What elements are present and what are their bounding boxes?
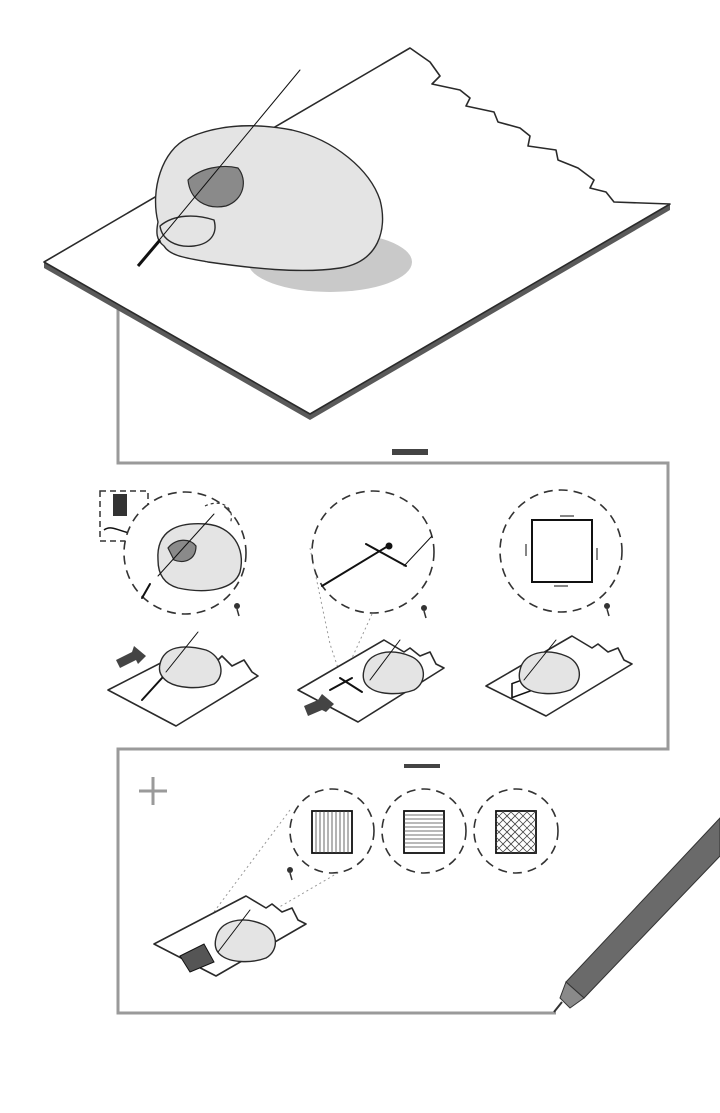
pin-icon [234, 603, 240, 617]
fill-panel [139, 777, 559, 977]
pen-icon [553, 817, 720, 1013]
step-3-square [485, 489, 633, 717]
flow-arrow-right [392, 449, 428, 455]
flow-arrow-left [404, 764, 440, 768]
step-1-line-stroke [99, 490, 259, 727]
pin-icon [287, 867, 293, 881]
step-2-line-join [297, 490, 445, 723]
pen-icon [145, 69, 301, 257]
intro-scene [43, 47, 671, 420]
pin-icon [421, 605, 427, 619]
flow-frames [116, 300, 670, 1015]
pin-icon [604, 603, 610, 617]
plus-icon [139, 777, 167, 805]
